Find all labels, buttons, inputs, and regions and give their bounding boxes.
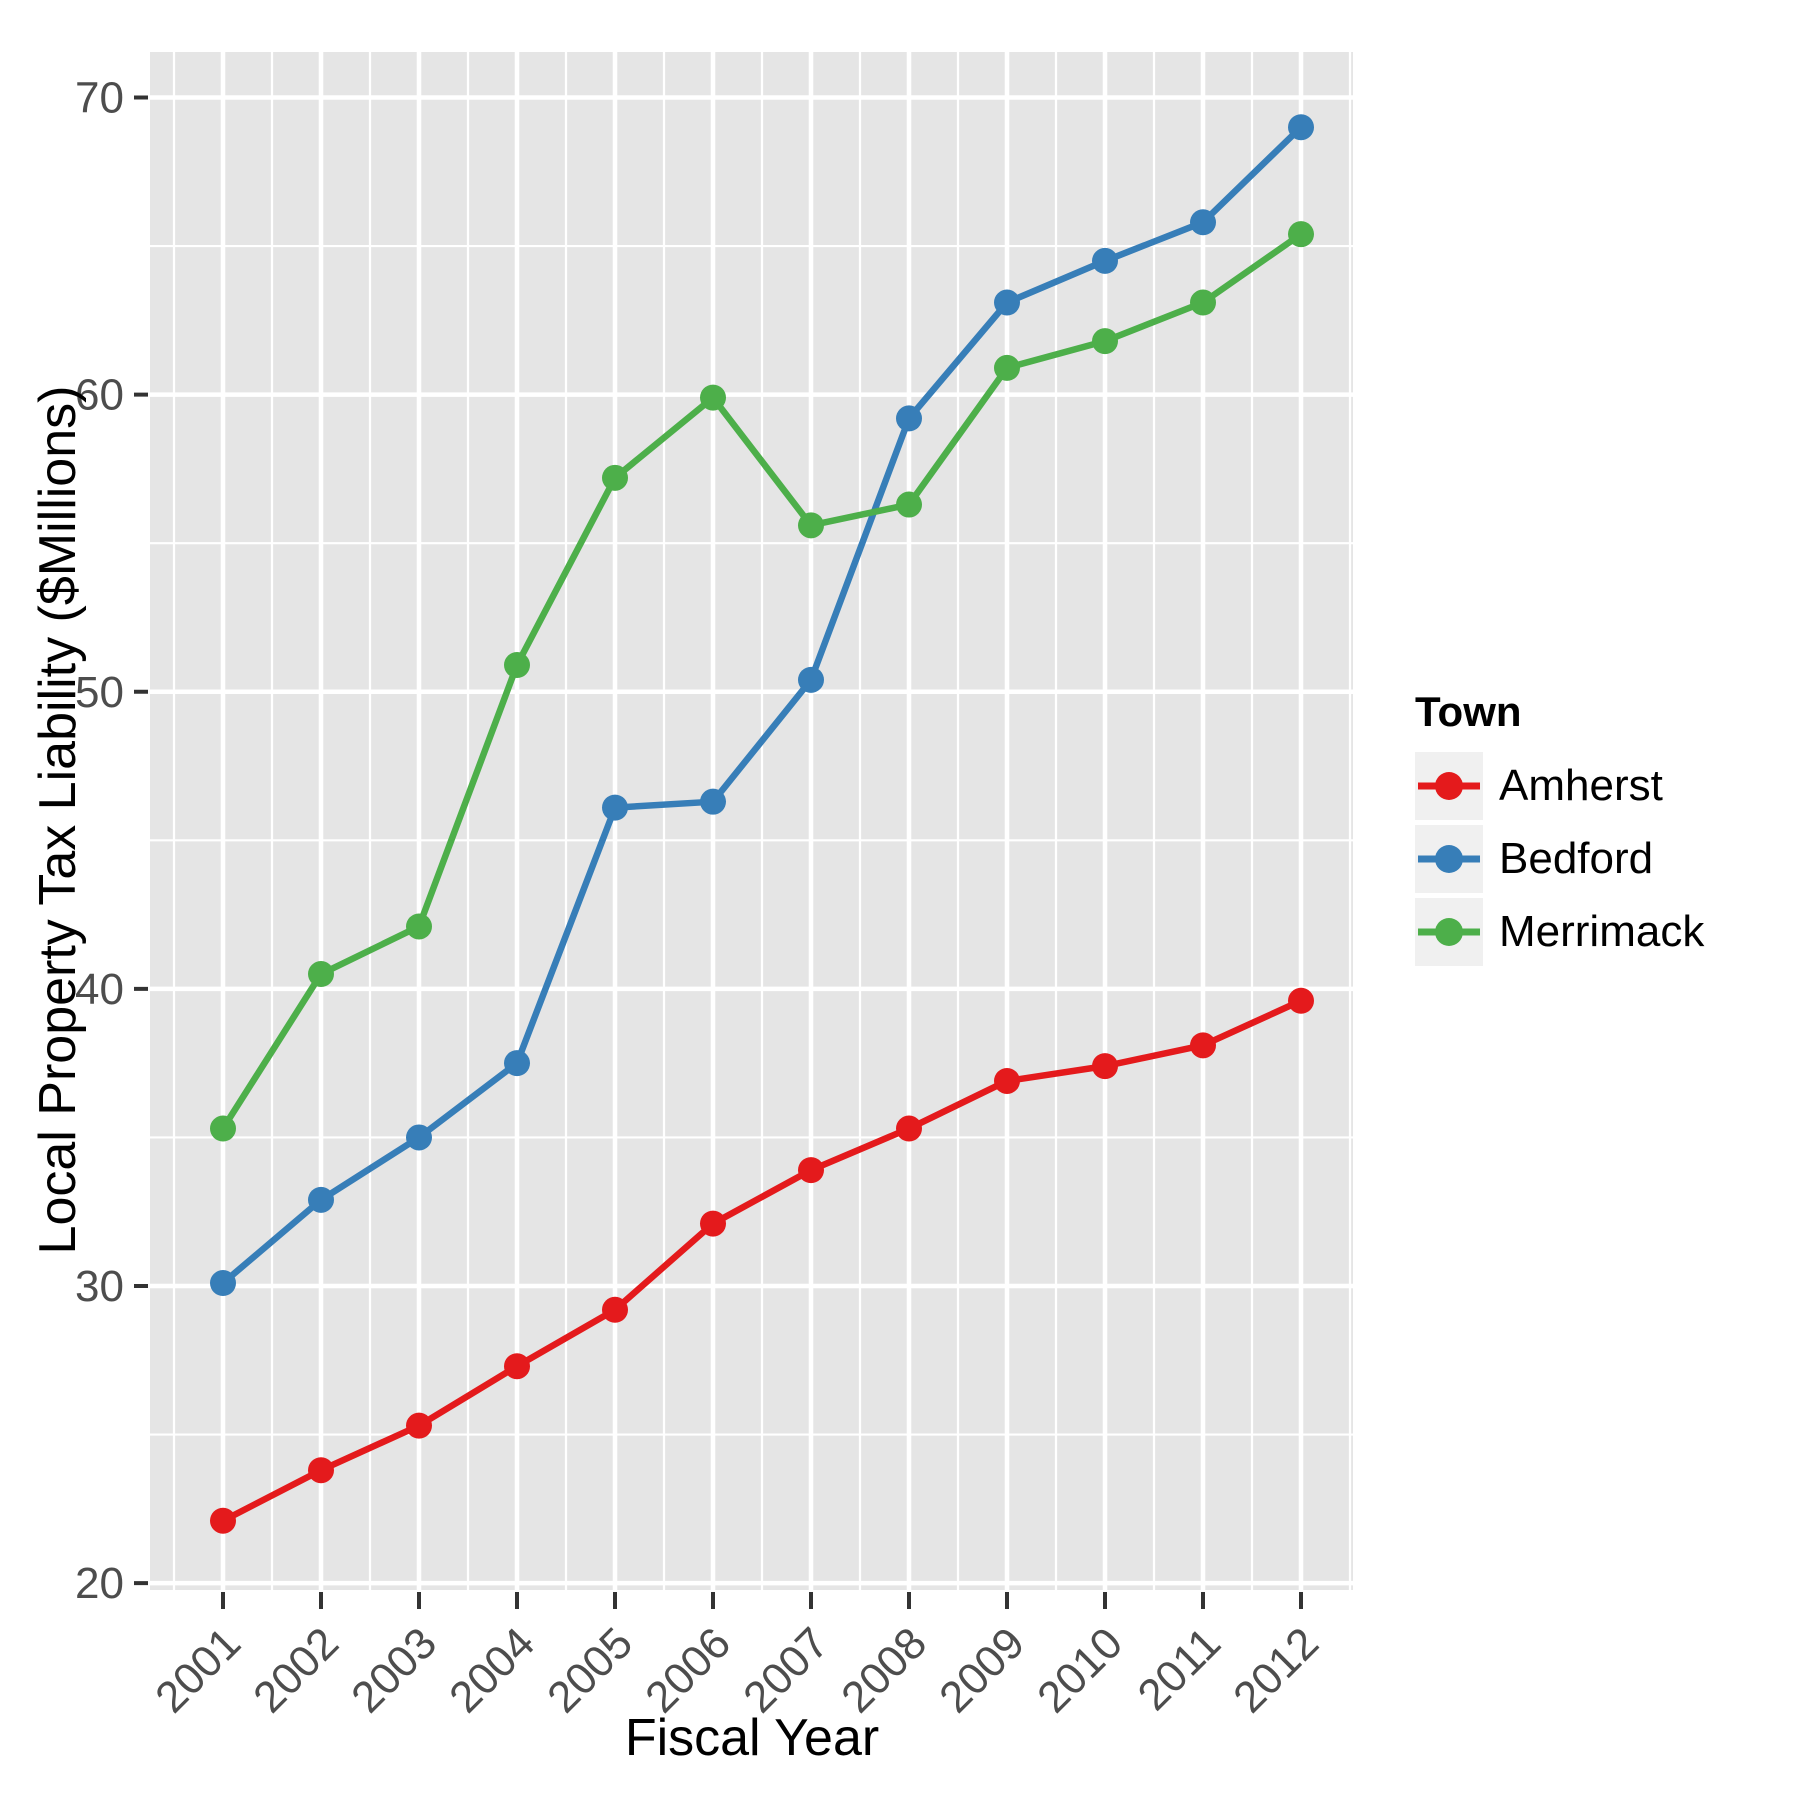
data-point-merrimack: [700, 384, 726, 411]
data-point-bedford: [896, 405, 922, 432]
minor-gridlines: [150, 52, 1353, 1590]
x-tick-label: 2002: [244, 1618, 348, 1722]
legend-title: Town: [1415, 688, 1522, 735]
data-point-bedford: [798, 666, 824, 693]
plot-panel: [150, 52, 1353, 1590]
x-tick-label: 2012: [1224, 1618, 1328, 1722]
data-point-bedford: [1190, 209, 1216, 236]
series-line-bedford: [220, 124, 1304, 1286]
legend-label-merrimack: Merrimack: [1499, 907, 1705, 956]
data-point-merrimack: [1092, 328, 1118, 355]
y-tick-label: 30: [75, 1262, 124, 1311]
data-point-amherst: [308, 1457, 334, 1484]
legend-key-glyph-amherst: [1418, 772, 1480, 800]
y-tick-label: 70: [75, 74, 124, 123]
legend-key-glyph-merrimack: [1418, 918, 1480, 946]
data-point-amherst: [1190, 1032, 1216, 1059]
axis-ticks: [134, 95, 1303, 1609]
x-tick-label: 2001: [146, 1618, 250, 1722]
data-point-amherst: [700, 1210, 726, 1237]
data-point-amherst: [1092, 1053, 1118, 1080]
y-tick-label: 40: [75, 965, 124, 1014]
x-axis-title: Fiscal Year: [624, 1709, 880, 1767]
data-point-merrimack: [210, 1115, 236, 1142]
data-point-amherst: [1288, 987, 1314, 1014]
data-point-bedford: [504, 1050, 530, 1077]
legend-key-merrimack: [1415, 898, 1483, 966]
data-point-amherst: [994, 1067, 1020, 1094]
data-point-amherst: [504, 1353, 530, 1380]
data-point-amherst: [798, 1157, 824, 1184]
series-points-merrimack: [210, 221, 1314, 1142]
data-point-bedford: [700, 788, 726, 815]
legend-key-glyph-bedford: [1418, 845, 1480, 873]
legend: Town Amherst Bedford: [1415, 688, 1704, 971]
y-tick-label: 60: [75, 371, 124, 420]
y-tick-labels: 20 30 40 50 60 70: [75, 74, 124, 1609]
x-tick-label: 2008: [832, 1618, 936, 1722]
x-tick-label: 2006: [636, 1618, 740, 1722]
data-point-bedford: [994, 289, 1020, 316]
x-tick-label: 2010: [1028, 1618, 1132, 1722]
x-tick-label: 2011: [1129, 1618, 1231, 1720]
legend-label-bedford: Bedford: [1499, 834, 1654, 883]
x-tick-label: 2009: [930, 1618, 1034, 1722]
y-tick-label: 50: [75, 668, 124, 717]
legend-item-amherst: Amherst: [1415, 752, 1704, 820]
data-point-merrimack: [504, 652, 530, 679]
legend-item-merrimack: Merrimack: [1415, 898, 1704, 966]
data-point-bedford: [406, 1124, 432, 1151]
series-line-merrimack: [220, 231, 1303, 1131]
data-point-merrimack: [896, 491, 922, 518]
data-point-merrimack: [994, 354, 1020, 381]
data-point-bedford: [1288, 114, 1314, 141]
x-tick-label: 2005: [538, 1618, 642, 1722]
data-point-bedford: [308, 1186, 334, 1213]
data-point-amherst: [896, 1115, 922, 1142]
data-point-amherst: [602, 1296, 628, 1323]
major-gridlines: [150, 52, 1353, 1590]
data-point-merrimack: [602, 464, 628, 491]
series-line-amherst: [221, 997, 1303, 1524]
series-points-bedford: [210, 114, 1314, 1297]
x-tick-label: 2003: [342, 1618, 446, 1722]
data-point-merrimack: [308, 961, 334, 988]
data-point-bedford: [602, 794, 628, 821]
data-point-amherst: [210, 1507, 236, 1534]
legend-item-bedford: Bedford: [1415, 825, 1704, 893]
data-point-merrimack: [1190, 289, 1216, 316]
data-point-merrimack: [406, 913, 432, 940]
data-point-bedford: [1092, 247, 1118, 274]
legend-key-bedford: [1415, 825, 1483, 893]
x-tick-label: 2004: [440, 1618, 544, 1722]
x-tick-labels: 2001200220032004200520062007200820092010…: [146, 1618, 1328, 1722]
data-point-merrimack: [798, 512, 824, 539]
series-points-amherst: [210, 987, 1314, 1534]
x-tick-label: 2007: [734, 1618, 838, 1722]
y-axis-title: Local Property Tax Liability ($Millions): [29, 385, 87, 1255]
y-tick-label: 20: [75, 1559, 124, 1608]
data-point-merrimack: [1288, 221, 1314, 248]
data-point-bedford: [210, 1270, 236, 1297]
data-point-amherst: [406, 1412, 432, 1439]
legend-key-amherst: [1415, 752, 1483, 820]
legend-label-amherst: Amherst: [1499, 761, 1663, 810]
